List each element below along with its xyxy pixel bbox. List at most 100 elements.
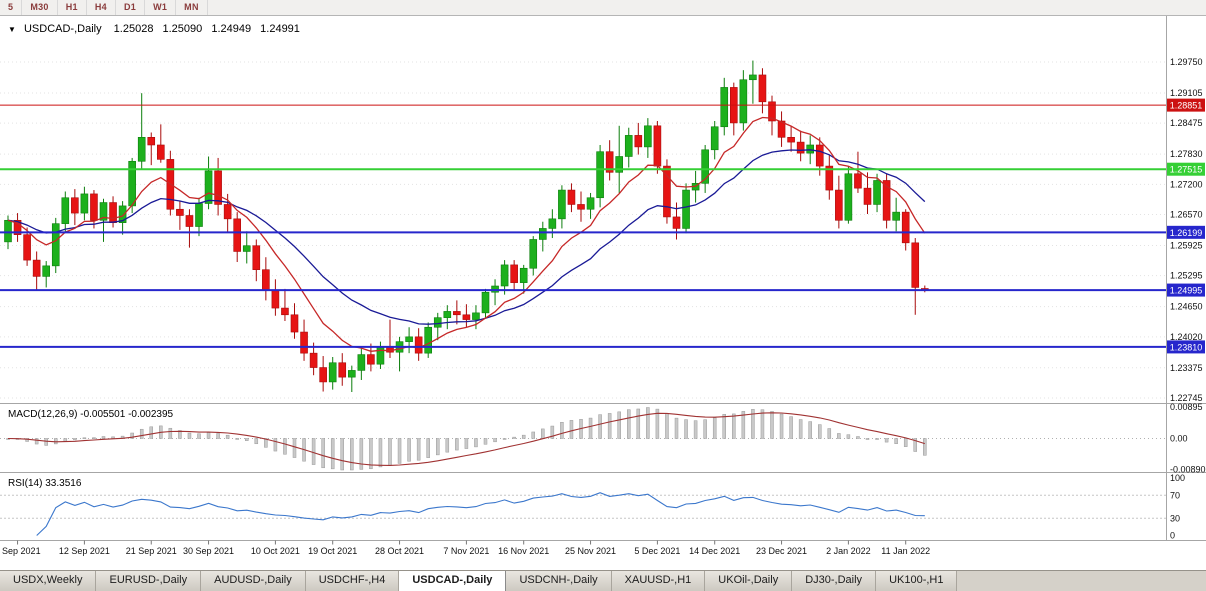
ohlc-high: 1.25090 [163, 23, 203, 35]
macd-histogram-bar [712, 417, 717, 439]
macd-histogram-bar [34, 438, 39, 445]
candle-body [4, 219, 12, 243]
candle-body [653, 125, 662, 167]
date-axis-label[interactable]: 2 Sep 2021 [0, 546, 41, 556]
candle-body [825, 165, 834, 191]
candle-body [644, 125, 652, 148]
candle-body [300, 331, 308, 354]
date-axis-label[interactable]: 14 Dec 2021 [689, 546, 740, 556]
date-axis-label[interactable]: 19 Oct 2021 [308, 546, 357, 556]
price-axis-label: 1.22745 [1170, 393, 1203, 403]
macd-histogram-bar [779, 413, 784, 439]
chart-canvas[interactable]: 1.28851 1.27515 1.26199 1.24995 1.23810 1.29… [0, 16, 1206, 570]
date-axis-label[interactable]: 10 Oct 2021 [251, 546, 300, 556]
macd-histogram-bar [837, 433, 841, 439]
candle-body [901, 211, 910, 244]
candle-body [262, 269, 270, 291]
macd-histogram-bar [206, 432, 211, 439]
candle-body [519, 267, 528, 283]
macd-histogram-bar [607, 413, 612, 439]
rsi-panel [0, 492, 1166, 536]
price-axis[interactable]: 1.29750 1.29105 1.28475 1.27830 1.27200 1.265… [1170, 57, 1206, 541]
price-axis-label: 1.29750 [1170, 57, 1203, 67]
timeframe-button-mn[interactable]: MN [176, 0, 208, 15]
macd-histogram-bar [397, 438, 402, 464]
candle-body [787, 137, 795, 143]
macd-histogram-bar [808, 421, 812, 439]
chart-tab-usdchf-h4[interactable]: USDCHF-,H4 [305, 571, 400, 591]
chart-tab-xauusd-h1[interactable]: XAUUSD-,H1 [611, 571, 706, 591]
macd-histogram-bar [550, 425, 555, 439]
timeframe-button-h1[interactable]: H1 [58, 0, 87, 15]
candle-body [281, 307, 289, 316]
rsi-indicator-label: RSI(14) 33.3516 [8, 478, 82, 489]
macd-histogram-bar [732, 413, 736, 439]
chart-dropdown-icon[interactable]: ▼ [8, 25, 16, 34]
date-axis-label[interactable]: 12 Sep 2021 [59, 546, 110, 556]
price-level-badge-label: 1.27515 [1170, 165, 1203, 175]
macd-histogram-bar [130, 432, 134, 439]
macd-histogram-bar [865, 438, 870, 440]
candle-body [472, 312, 480, 320]
ohlc-low: 1.24949 [211, 23, 251, 35]
macd-histogram-bar [455, 438, 459, 451]
macd-histogram-bar [187, 432, 192, 439]
chart-tab-eurusd-daily[interactable]: EURUSD-,Daily [96, 571, 202, 591]
macd-histogram-bar [693, 420, 698, 439]
rsi-axis-label: 100 [1170, 473, 1185, 483]
macd-histogram-bar [330, 438, 335, 470]
candle-body [357, 354, 366, 371]
date-axis-label[interactable]: 30 Sep 2021 [183, 546, 234, 556]
chart-tab-audusd-daily[interactable]: AUDUSD-,Daily [201, 571, 306, 591]
price-axis-label: 1.23375 [1170, 363, 1203, 373]
chart-tab-usdcad-daily[interactable]: USDCAD-,Daily [399, 571, 507, 591]
macd-signal-line [7, 412, 925, 466]
date-axis-label[interactable]: 21 Sep 2021 [126, 546, 177, 556]
ohlc-open: 1.25028 [114, 23, 154, 35]
candle-body [548, 218, 557, 229]
macd-histogram-bar [617, 411, 621, 439]
macd-histogram-bar [359, 438, 364, 470]
candle-body [405, 336, 413, 342]
chart-tab-usdcnh-daily[interactable]: USDCNH-,Daily [506, 571, 612, 591]
date-axis-label[interactable]: 11 Jan 2022 [881, 546, 930, 556]
candle-body [118, 205, 127, 223]
date-axis-label[interactable]: 5 Dec 2021 [634, 546, 680, 556]
date-axis-label[interactable]: 16 Nov 2021 [498, 546, 549, 556]
timeframe-button-h4[interactable]: H4 [87, 0, 116, 15]
date-axis[interactable]: 2 Sep 2021 12 Sep 2021 21 Sep 2021 30 Sep 2… [0, 540, 930, 557]
chart-tab-uk100-h1[interactable]: UK100-,H1 [876, 571, 958, 591]
macd-histogram-bar [311, 438, 316, 465]
horizontal-level-lines[interactable]: 1.28851 1.27515 1.26199 1.24995 1.23810 [0, 98, 1205, 354]
date-axis-label[interactable]: 7 Nov 2021 [443, 546, 489, 556]
macd-histogram-bar [751, 409, 755, 439]
macd-histogram-bar [388, 438, 392, 466]
candle-body [758, 74, 767, 103]
date-axis-label[interactable]: 2 Jan 2022 [826, 546, 871, 556]
timeframe-button-5[interactable]: 5 [0, 0, 23, 15]
chart-symbol-label: USDCAD-,Daily [24, 23, 102, 35]
candle-body [882, 180, 891, 221]
date-axis-label[interactable]: 23 Dec 2021 [756, 546, 807, 556]
price-axis-label: 1.24020 [1170, 332, 1203, 342]
macd-histogram-bar [798, 419, 803, 439]
date-axis-label[interactable]: 25 Nov 2021 [565, 546, 616, 556]
date-axis-label[interactable]: 28 Oct 2021 [375, 546, 424, 556]
macd-histogram-bar [292, 438, 297, 458]
macd-histogram-bar [502, 438, 507, 440]
candle-body [672, 216, 681, 229]
candle-body [61, 197, 70, 224]
candle-body [42, 265, 51, 277]
timeframe-button-m30[interactable]: M30 [22, 0, 58, 15]
chart-ohlc-header: ▼ USDCAD-,Daily 1.25028 1.25090 1.24949 … [8, 23, 300, 35]
macd-histogram-bar [436, 438, 440, 456]
timeframe-button-w1[interactable]: W1 [145, 0, 177, 15]
chart-tab-dj30-daily[interactable]: DJ30-,Daily [792, 571, 877, 591]
macd-histogram-bar [82, 437, 87, 440]
chart-tab-usdx-weekly[interactable]: USDX,Weekly [0, 571, 97, 591]
timeframe-button-d1[interactable]: D1 [116, 0, 146, 15]
candle-body [347, 370, 356, 378]
chart-tab-ukoil-daily[interactable]: UKOil-,Daily [705, 571, 793, 591]
price-level-badge [1167, 162, 1205, 176]
macd-histogram-bar [321, 438, 325, 469]
